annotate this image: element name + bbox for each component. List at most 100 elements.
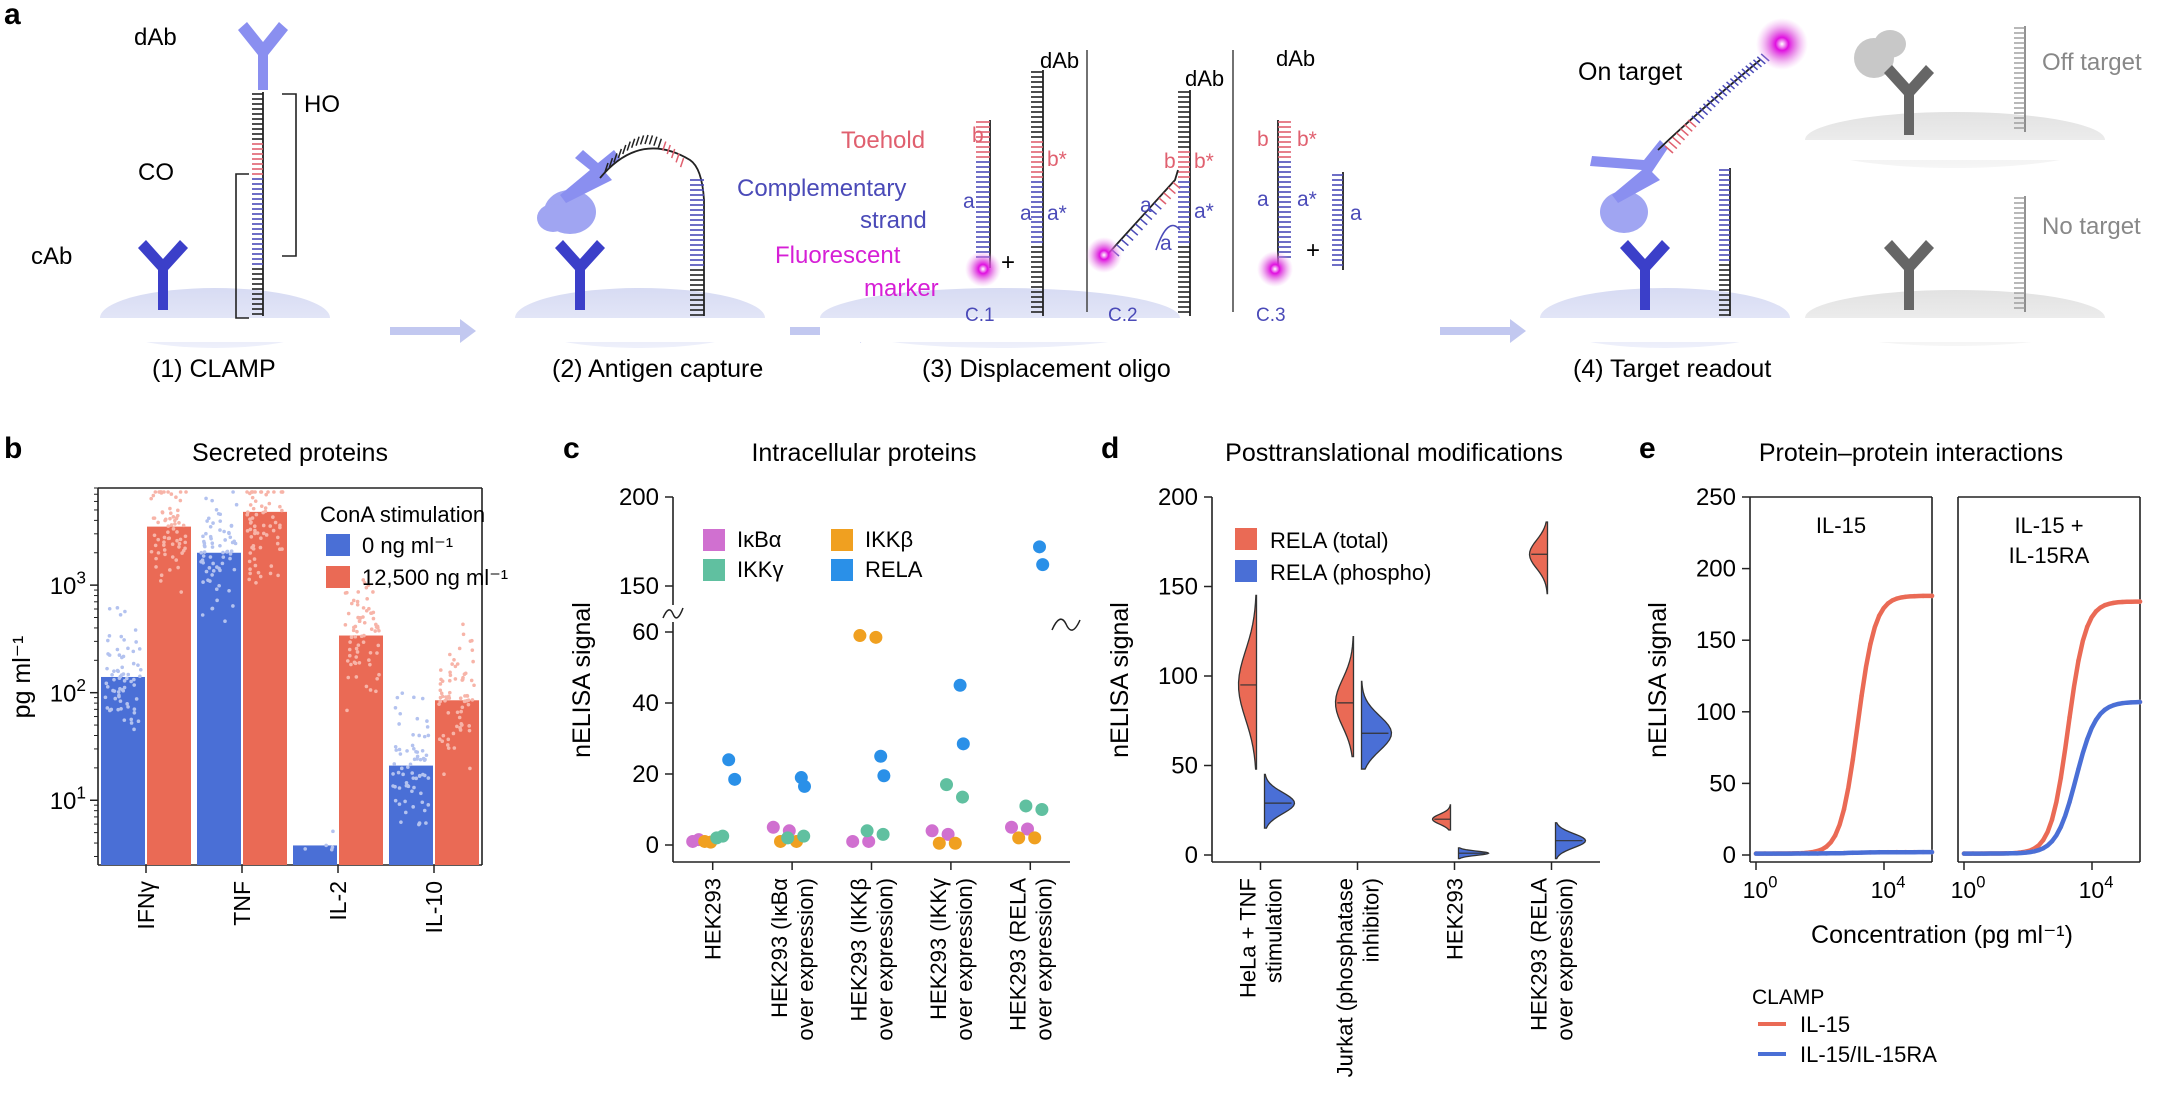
- x-tick-label: over expression): [1031, 878, 1056, 1041]
- x-tick-label: HeLa + TNF: [1236, 878, 1261, 998]
- label-complementary: Complementary: [737, 175, 906, 202]
- capture-antibody: [555, 240, 605, 310]
- bar: [197, 552, 241, 865]
- y-axis-label: nELISA signal: [1106, 602, 1134, 758]
- data-point: [940, 778, 953, 792]
- x-tick-label: IL-10: [421, 881, 447, 933]
- y-axis-label: nELISA signal: [568, 602, 596, 758]
- x-tick-label: 104: [1871, 873, 1906, 903]
- label-fluorescent: Fluorescent: [775, 242, 901, 269]
- legend-label: IKKβ: [865, 527, 913, 552]
- y-tick-label: 103: [50, 567, 86, 600]
- strand-letter: a: [1020, 202, 1032, 225]
- x-tick-label: HEK293: [701, 878, 726, 960]
- bar-points: [303, 829, 335, 852]
- x-tick-label: 100: [1951, 873, 1986, 903]
- label-c1: C.1: [965, 305, 995, 326]
- data-point: [953, 678, 967, 692]
- label-on-target: On target: [1578, 58, 1682, 86]
- x-tick-label: TNF: [229, 881, 255, 926]
- legend-title: ConA stimulation: [320, 502, 485, 527]
- fluorescent-marker: [965, 251, 1001, 287]
- strand-letter: b: [972, 124, 984, 147]
- y-tick-label: 150: [619, 573, 659, 600]
- panel-letter-c: c: [563, 432, 580, 465]
- data-point: [932, 836, 946, 850]
- data-point: [1019, 799, 1033, 813]
- label-c2: C.2: [1108, 305, 1138, 326]
- panel-d-posttranslational-modifications: d Posttranslational modifications 0 50 100 15…: [1101, 432, 1600, 1077]
- y-tick-label: 50: [1171, 753, 1198, 780]
- data-point: [941, 827, 955, 841]
- strand-letter: a: [963, 190, 975, 213]
- data-point: [1005, 820, 1018, 834]
- fluorescent-marker: [1086, 237, 1122, 273]
- data-point: [862, 834, 876, 848]
- bar-points: [245, 490, 285, 585]
- data-point: [797, 829, 811, 843]
- data-point: [874, 749, 888, 763]
- label-off-target: Off target: [2042, 49, 2142, 76]
- legend-label: IκBα: [737, 527, 782, 552]
- y-axis-label: pg ml⁻¹: [8, 636, 36, 719]
- x-tick-label: inhibitor): [1359, 878, 1384, 962]
- legend-swatch: [1235, 560, 1257, 582]
- data-point: [1036, 558, 1050, 572]
- x-tick-label: IFNγ: [133, 881, 159, 930]
- violin: [1360, 680, 1393, 770]
- data-point: [1012, 831, 1026, 845]
- legend-swatch: [703, 559, 725, 581]
- label-ho: HO: [304, 91, 340, 118]
- y-tick-label: 0: [1723, 842, 1736, 869]
- y-tick-label: 100: [1696, 699, 1736, 726]
- subpanel-title: IL-15: [1816, 513, 1866, 538]
- y-tick-label: 150: [1696, 627, 1736, 654]
- data-point: [948, 836, 962, 850]
- strand-letter: b*: [1047, 148, 1067, 171]
- legend-label: IL-15/IL-15RA: [1800, 1042, 1937, 1067]
- series-line: [1753, 593, 1935, 856]
- step-target-readout: On target (4) Target readout Off target …: [1540, 18, 2142, 383]
- x-tick-label: 100: [1743, 873, 1778, 903]
- strand-letter: a: [1350, 202, 1362, 225]
- step-label-1: (1) CLAMP: [152, 355, 276, 383]
- y-tick-label: 102: [50, 675, 86, 708]
- off-target-antibody: [1884, 65, 1934, 135]
- chart-title: Protein–protein interactions: [1759, 439, 2063, 467]
- detection-antibody: [560, 150, 620, 203]
- bar-points: [149, 490, 188, 594]
- y-tick-label: 20: [632, 761, 659, 788]
- bar: [389, 765, 433, 865]
- violin: [1237, 594, 1258, 770]
- bar: [101, 676, 145, 865]
- y-tick-label: 0: [1185, 842, 1198, 869]
- data-point: [716, 829, 730, 843]
- bar: [293, 845, 337, 865]
- series-line: [1961, 699, 2143, 856]
- label-toehold: Toehold: [841, 127, 925, 154]
- strand-letter: a: [1140, 194, 1152, 217]
- label-strand: strand: [860, 207, 927, 234]
- legend-label: RELA (total): [1270, 528, 1389, 553]
- x-tick-label: over expression): [1553, 878, 1578, 1041]
- subpanel-title: IL-15RA: [2009, 543, 2090, 568]
- label-co: CO: [138, 159, 174, 186]
- data-point: [1021, 822, 1034, 836]
- capture-antibody: [1620, 240, 1670, 310]
- data-point: [956, 790, 969, 804]
- series-line: [1753, 849, 1935, 856]
- y-tick-label: 101: [50, 782, 86, 815]
- legend-label: RELA (phospho): [1270, 560, 1431, 585]
- y-tick-label: 40: [632, 690, 659, 717]
- axis-break: [662, 607, 684, 619]
- step-clamp: dAb cAb HO CO (1) CLAMP: [31, 22, 340, 383]
- y-axis-label: nELISA signal: [1644, 602, 1672, 758]
- data-point: [877, 769, 891, 783]
- x-tick-label: over expression): [793, 878, 818, 1041]
- strand-letter: b: [1164, 150, 1176, 173]
- bar: [339, 635, 383, 865]
- strand-letter: b: [1257, 128, 1269, 151]
- panel-a: a dAb cAb HO CO (1) CLAMP: [4, 0, 2142, 383]
- bar-points: [343, 578, 381, 713]
